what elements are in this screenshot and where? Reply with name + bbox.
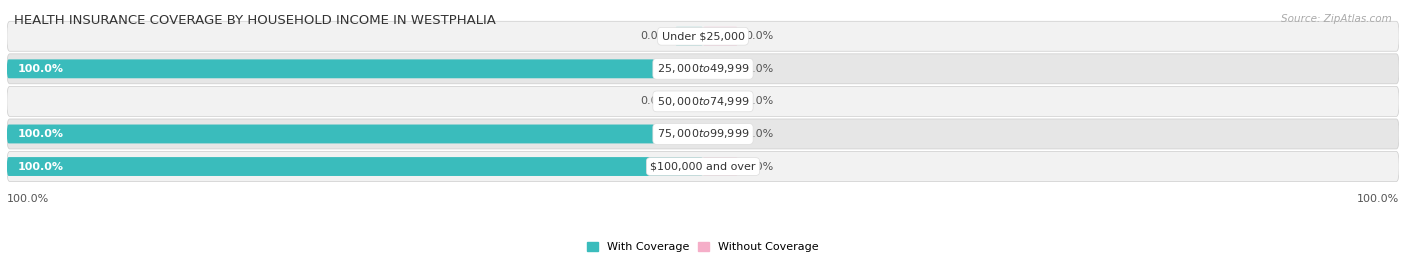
FancyBboxPatch shape xyxy=(7,124,703,143)
FancyBboxPatch shape xyxy=(703,27,738,46)
Text: Under $25,000: Under $25,000 xyxy=(661,31,745,41)
Text: 0.0%: 0.0% xyxy=(640,96,668,106)
FancyBboxPatch shape xyxy=(7,54,1399,84)
Text: 100.0%: 100.0% xyxy=(1357,194,1399,204)
Text: $25,000 to $49,999: $25,000 to $49,999 xyxy=(657,62,749,75)
Text: 0.0%: 0.0% xyxy=(745,129,773,139)
Text: 0.0%: 0.0% xyxy=(745,96,773,106)
Text: 0.0%: 0.0% xyxy=(640,31,668,41)
FancyBboxPatch shape xyxy=(7,119,1399,149)
FancyBboxPatch shape xyxy=(675,27,703,46)
Legend: With Coverage, Without Coverage: With Coverage, Without Coverage xyxy=(582,237,824,256)
Text: 100.0%: 100.0% xyxy=(17,129,63,139)
Text: 0.0%: 0.0% xyxy=(745,31,773,41)
FancyBboxPatch shape xyxy=(7,59,703,78)
FancyBboxPatch shape xyxy=(7,86,1399,116)
FancyBboxPatch shape xyxy=(7,157,703,176)
FancyBboxPatch shape xyxy=(703,157,738,176)
Text: 100.0%: 100.0% xyxy=(7,194,49,204)
FancyBboxPatch shape xyxy=(7,21,1399,51)
FancyBboxPatch shape xyxy=(675,92,703,111)
Text: $100,000 and over: $100,000 and over xyxy=(650,161,756,171)
FancyBboxPatch shape xyxy=(7,151,1399,181)
Text: $75,000 to $99,999: $75,000 to $99,999 xyxy=(657,127,749,140)
Text: $50,000 to $74,999: $50,000 to $74,999 xyxy=(657,95,749,108)
FancyBboxPatch shape xyxy=(703,124,738,143)
FancyBboxPatch shape xyxy=(703,92,738,111)
Text: 0.0%: 0.0% xyxy=(745,161,773,171)
Text: HEALTH INSURANCE COVERAGE BY HOUSEHOLD INCOME IN WESTPHALIA: HEALTH INSURANCE COVERAGE BY HOUSEHOLD I… xyxy=(14,14,496,26)
Text: 100.0%: 100.0% xyxy=(17,64,63,74)
Text: Source: ZipAtlas.com: Source: ZipAtlas.com xyxy=(1281,14,1392,23)
FancyBboxPatch shape xyxy=(703,59,738,78)
Text: 0.0%: 0.0% xyxy=(745,64,773,74)
Text: 100.0%: 100.0% xyxy=(17,161,63,171)
